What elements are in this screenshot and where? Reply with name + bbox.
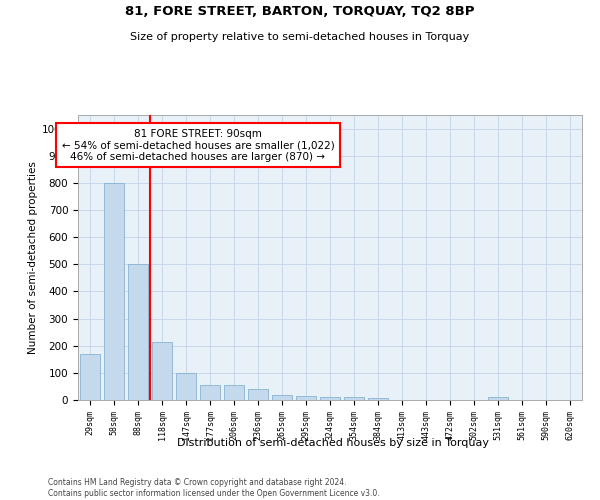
Bar (368, 398, 388, 400)
Bar (200, 385, 220, 400)
Bar (344, 398, 364, 400)
Bar (176, 373, 196, 400)
Bar (128, 264, 148, 400)
Text: 81, FORE STREET, BARTON, TORQUAY, TQ2 8BP: 81, FORE STREET, BARTON, TORQUAY, TQ2 8B… (125, 5, 475, 18)
Bar (80, 354, 100, 400)
Text: Size of property relative to semi-detached houses in Torquay: Size of property relative to semi-detach… (130, 32, 470, 42)
Bar (296, 396, 316, 400)
Text: 81 FORE STREET: 90sqm
← 54% of semi-detached houses are smaller (1,022)
46% of s: 81 FORE STREET: 90sqm ← 54% of semi-deta… (62, 128, 334, 162)
Bar (320, 398, 340, 400)
Text: Distribution of semi-detached houses by size in Torquay: Distribution of semi-detached houses by … (177, 438, 489, 448)
Bar (152, 342, 172, 400)
Bar (272, 394, 292, 400)
Bar (248, 389, 268, 400)
Y-axis label: Number of semi-detached properties: Number of semi-detached properties (28, 161, 38, 354)
Bar (104, 183, 124, 400)
Bar (488, 398, 508, 400)
Text: Contains HM Land Registry data © Crown copyright and database right 2024.
Contai: Contains HM Land Registry data © Crown c… (48, 478, 380, 498)
Bar (224, 385, 244, 400)
